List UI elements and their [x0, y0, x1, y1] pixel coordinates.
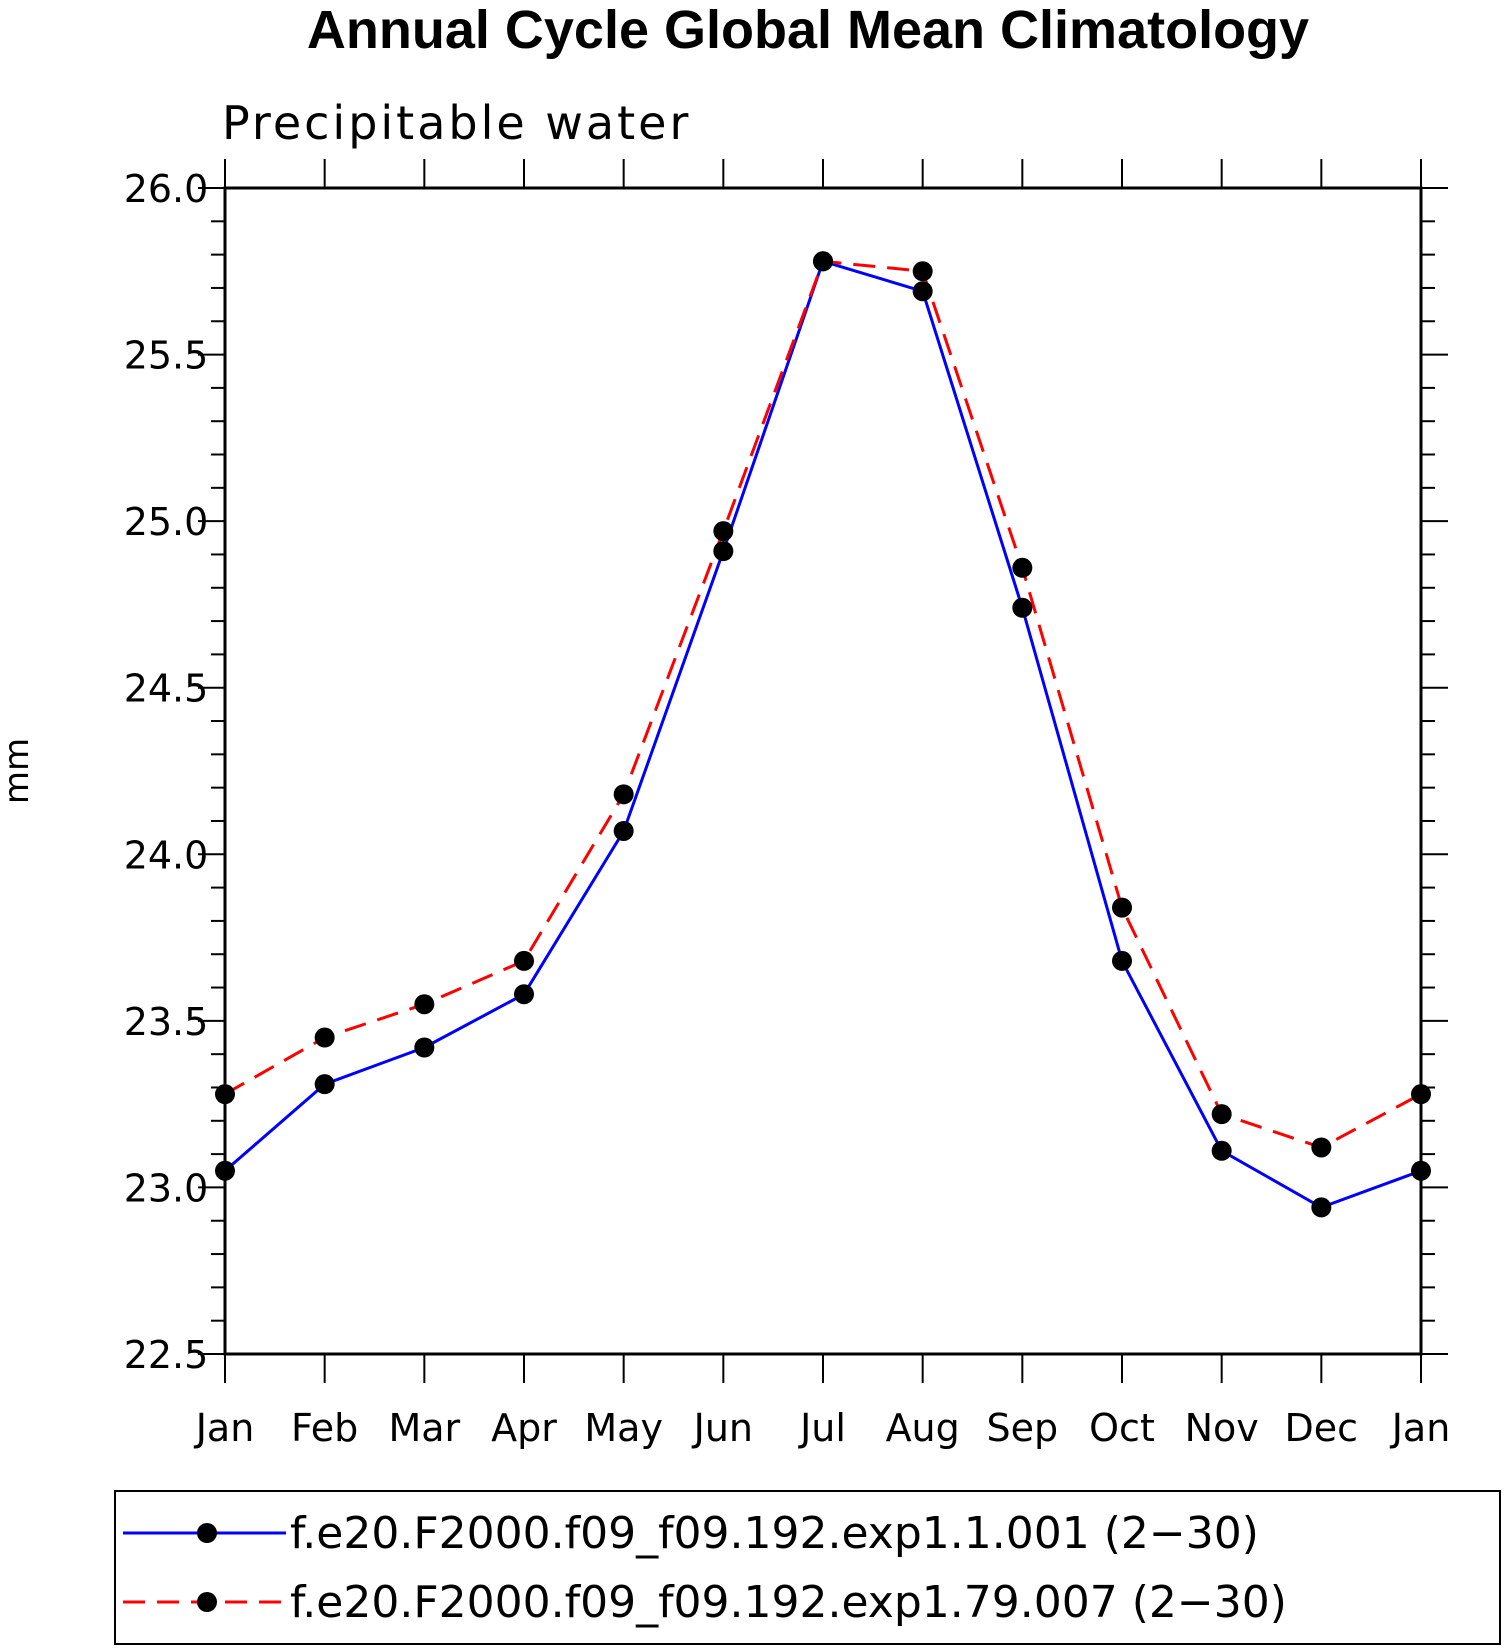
x-tick-label: Mar: [388, 1406, 460, 1450]
legend-box: [114, 1490, 1501, 1645]
legend-label-series-2: f.e20.F2000.f09_f09.192.exp1.79.007 (2−3…: [290, 1577, 1287, 1628]
data-point-series-2: [912, 261, 933, 282]
legend-marker-series-1: [197, 1523, 217, 1543]
y-tick-label: 23.0: [124, 1166, 209, 1210]
data-point-series-1: [314, 1074, 335, 1095]
series-lines: [224, 259, 1422, 1210]
y-tick-label: 26.0: [124, 167, 209, 211]
data-point-series-1: [713, 541, 734, 562]
data-point-series-1: [1112, 950, 1132, 971]
legend-marker-series-2: [197, 1592, 217, 1612]
y-tick-label: 24.5: [124, 667, 209, 711]
data-point-series-2: [414, 994, 435, 1015]
data-point-series-1: [912, 281, 933, 302]
x-tick-label: Nov: [1185, 1406, 1259, 1450]
data-point-series-1: [414, 1037, 435, 1058]
legend: f.e20.F2000.f09_f09.192.exp1.1.001 (2−30…: [114, 1490, 1501, 1645]
y-axis-label: mm: [0, 738, 37, 804]
data-point-series-2: [1411, 1084, 1431, 1105]
data-point-series-2: [1012, 557, 1033, 578]
y-tick-labels: 22.5 23.0 23.5 24.0 24.5 25.0 25.5 26.0: [124, 167, 209, 1377]
x-tick-labels: Jan Feb Mar Apr May Jun Jul Aug Sep Oct Nov Dec Jan: [194, 1406, 1451, 1450]
x-tick-label: Jul: [798, 1406, 846, 1450]
data-point-series-1: [1012, 597, 1033, 618]
y-tick-label: 25.0: [124, 500, 209, 544]
x-tick-label: Aug: [886, 1406, 960, 1450]
data-point-series-1: [514, 984, 534, 1005]
x-tick-label: Dec: [1285, 1406, 1359, 1450]
series-markers: [215, 251, 1431, 1218]
data-point-series-1: [1211, 1140, 1232, 1161]
y-tick-label: 22.5: [124, 1333, 209, 1377]
chart-subtitle: Precipitable water: [222, 96, 691, 150]
chart-title: Annual Cycle Global Mean Climatology: [307, 0, 1309, 60]
data-point-series-1: [215, 1160, 235, 1181]
x-tick-label: Feb: [291, 1406, 358, 1450]
x-tick-label: Jan: [1390, 1406, 1451, 1450]
data-point-series-2: [514, 950, 534, 971]
data-point-series-2: [215, 1084, 235, 1105]
tick-marks: [198, 159, 1448, 1383]
y-tick-label: 23.5: [124, 1000, 209, 1044]
series-line-1: [224, 259, 1422, 1210]
x-tick-label: Jan: [194, 1406, 255, 1450]
x-tick-label: Oct: [1089, 1406, 1155, 1450]
series-line-2: [224, 259, 1422, 1150]
data-point-series-2: [613, 784, 634, 805]
data-point-series-2: [314, 1027, 335, 1048]
data-point-series-1: [613, 820, 634, 841]
data-point-series-2: [713, 521, 734, 542]
plot-frame: [223, 186, 1423, 1356]
data-point-series-2: [1311, 1137, 1332, 1158]
data-point-series-1: [1311, 1197, 1332, 1218]
legend-label-series-1: f.e20.F2000.f09_f09.192.exp1.1.001 (2−30…: [290, 1508, 1259, 1559]
y-tick-label: 25.5: [124, 334, 209, 378]
data-point-series-2: [1211, 1104, 1232, 1125]
data-point-series-2: [813, 251, 833, 272]
x-tick-label: Jun: [692, 1406, 753, 1450]
x-tick-label: May: [584, 1406, 663, 1450]
x-tick-label: Apr: [491, 1406, 557, 1450]
y-tick-label: 24.0: [124, 833, 209, 877]
data-point-series-1: [1411, 1160, 1431, 1181]
x-tick-label: Sep: [987, 1406, 1059, 1450]
data-point-series-2: [1112, 897, 1132, 918]
